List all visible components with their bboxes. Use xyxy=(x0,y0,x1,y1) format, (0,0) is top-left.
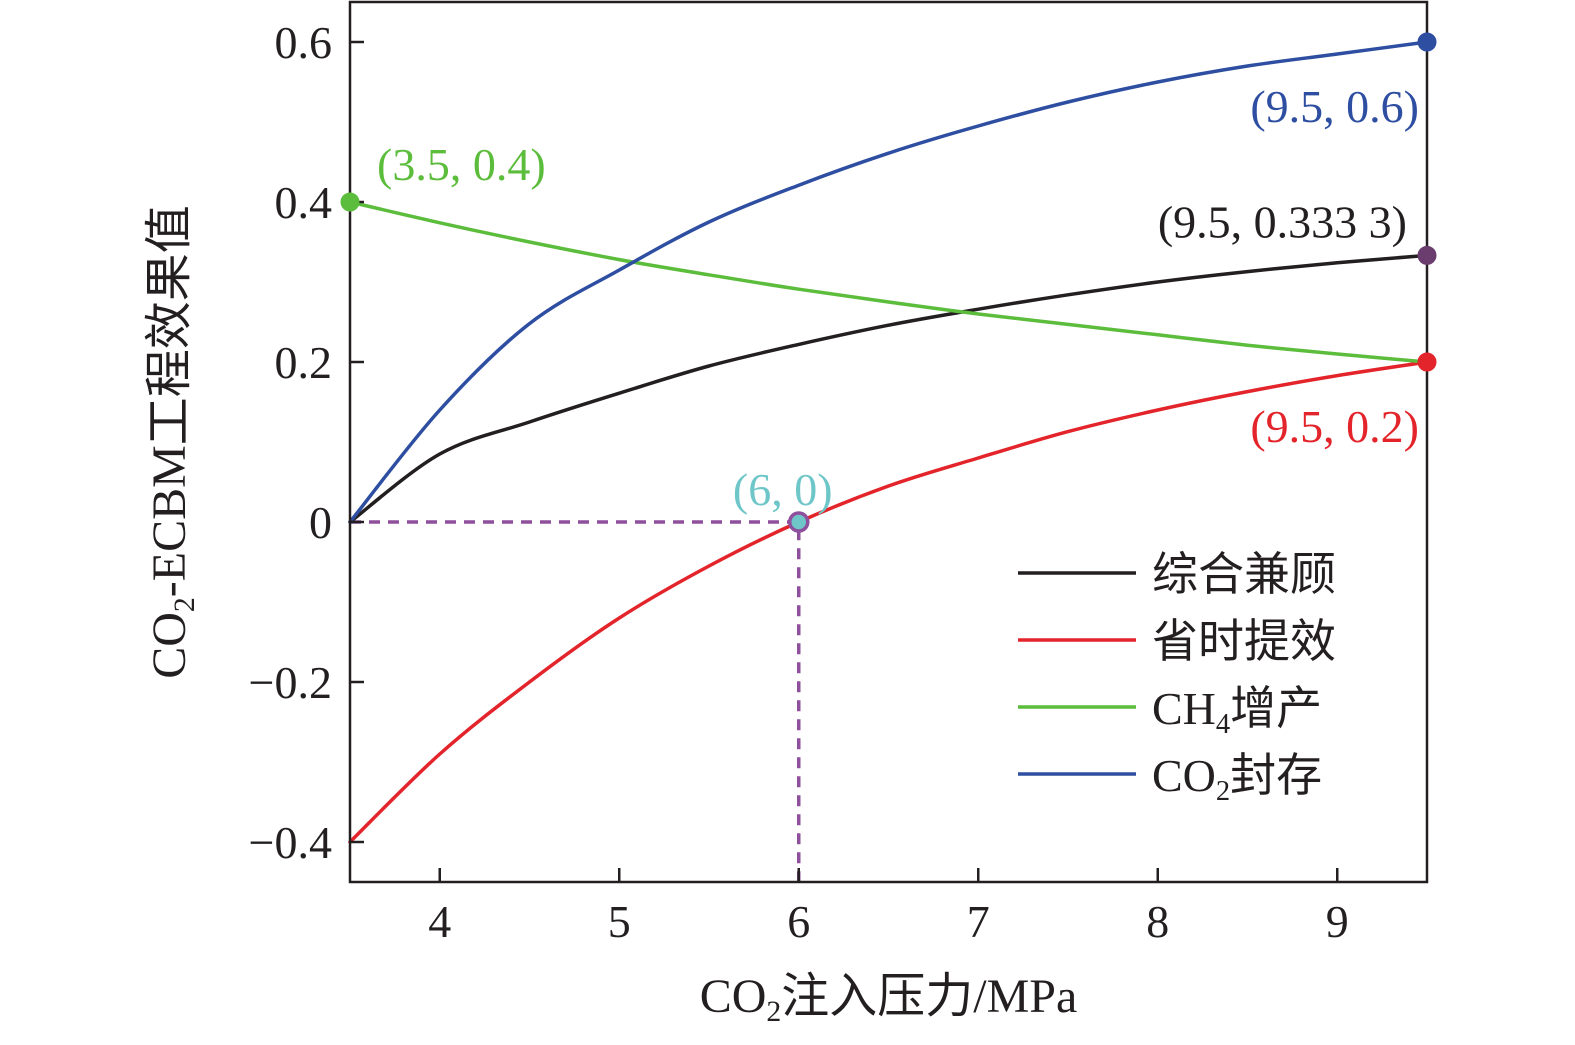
point-annotation: (9.5, 0.2) xyxy=(1250,401,1419,452)
legend-label-0: 综合兼顾 xyxy=(1152,549,1336,600)
x-tick-label: 7 xyxy=(967,896,990,947)
y-tick-label: 0.6 xyxy=(275,17,333,68)
legend-label-2: CH4增产 xyxy=(1152,683,1322,740)
data-marker xyxy=(1417,352,1437,372)
label-subscript: 4 xyxy=(1216,709,1230,740)
x-tick-label: 5 xyxy=(608,896,631,947)
series-lines xyxy=(348,40,1429,844)
y-tick-label: −0.4 xyxy=(249,817,332,868)
label-main-cont: -ECBM工程效果值 xyxy=(143,205,196,597)
series-line-1 xyxy=(348,360,1429,844)
data-marker xyxy=(340,192,360,212)
data-marker xyxy=(1417,32,1437,52)
point-annotation: (9.5, 0.6) xyxy=(1250,81,1419,132)
legend-label-1: 省时提效 xyxy=(1152,616,1336,667)
label-main: CH xyxy=(1152,683,1216,734)
label-main: 综合兼顾 xyxy=(1152,549,1336,600)
y-tick-label: 0.2 xyxy=(275,337,333,388)
x-tick-label: 9 xyxy=(1326,896,1349,947)
reference-dashed-line xyxy=(350,520,801,882)
data-markers xyxy=(340,32,1437,533)
y-tick-label: 0 xyxy=(309,497,332,548)
plot-frame xyxy=(348,0,1429,884)
data-marker xyxy=(788,511,810,533)
label-main: 省时提效 xyxy=(1152,616,1336,667)
x-axis-label: CO2注入压力/MPa xyxy=(700,970,1078,1028)
series-line-2 xyxy=(348,200,1429,364)
label-main: CO xyxy=(143,612,196,679)
label-subscript: 2 xyxy=(766,995,781,1028)
annotations: (3.5, 0.4) (9.5, 0.6) (9.5, 0.333 3) (9.5, … xyxy=(377,81,1419,515)
label-main-cont: 增产 xyxy=(1230,683,1322,734)
label-subscript: 2 xyxy=(1216,776,1230,807)
data-marker xyxy=(1417,245,1437,265)
series-line-0 xyxy=(348,253,1429,524)
axis-ticks: 4 5 6 7 8 9 −0.4 −0.2 0 0.2 0.4 0.6 xyxy=(249,17,1349,947)
series-line-3 xyxy=(348,40,1429,524)
y-tick-label: −0.2 xyxy=(249,657,332,708)
x-tick-label: 4 xyxy=(428,896,451,947)
label-main-cont: 注入压力/MPa xyxy=(781,970,1077,1023)
point-annotation: (6, 0) xyxy=(733,464,833,515)
y-axis-label: CO2-ECBM工程效果值 xyxy=(143,205,201,679)
point-annotation: (3.5, 0.4) xyxy=(377,139,546,190)
label-main: CO xyxy=(1152,750,1216,801)
legend-label-3: CO2封存 xyxy=(1152,750,1322,807)
x-tick-label: 8 xyxy=(1146,896,1169,947)
point-annotation: (9.5, 0.333 3) xyxy=(1158,196,1407,247)
y-tick-label: 0.4 xyxy=(275,177,333,228)
label-main-cont: 封存 xyxy=(1230,750,1322,801)
reference-lines xyxy=(350,520,801,882)
label-subscript: 2 xyxy=(168,597,201,612)
label-main: CO xyxy=(700,970,767,1023)
x-tick-label: 6 xyxy=(787,896,810,947)
